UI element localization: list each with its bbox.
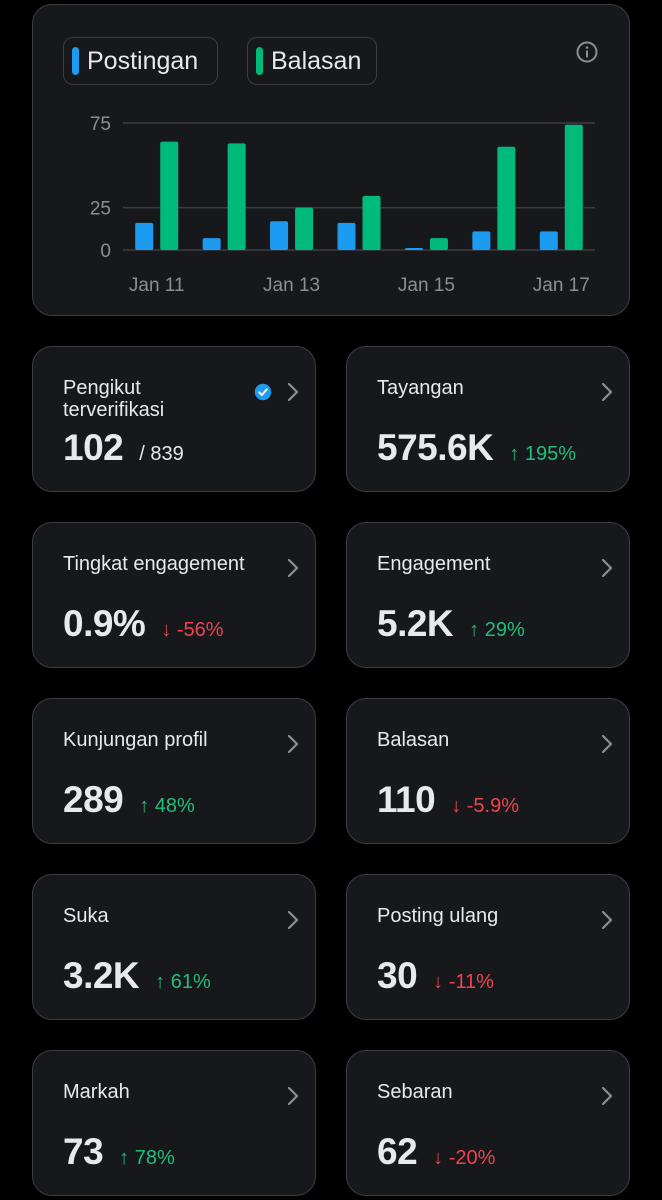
stat-value-row: 5.2K ↑ 29% xyxy=(377,603,525,645)
bar-chart: 0 25 75 Jan 11 Jan 13 Jan 15 Jan 17 xyxy=(90,114,595,296)
stat-value: 0.9% xyxy=(63,603,146,644)
stat-change: ↑ 195% xyxy=(509,443,577,465)
x-tick-label: Jan 17 xyxy=(533,275,590,296)
stat-label: Tingkat engagement xyxy=(63,553,245,575)
stat-card-kunjungan-profil[interactable]: Kunjungan profil 289 ↑ 48% xyxy=(32,698,316,844)
bar-postingan-jan-14[interactable] xyxy=(337,222,356,250)
stat-change: ↑ 29% xyxy=(469,619,525,641)
bar-postingan-jan-13[interactable] xyxy=(270,221,289,250)
stat-value-row: 110 ↓ -5.9% xyxy=(377,779,519,821)
stat-value-row: 3.2K ↑ 61% xyxy=(63,955,211,997)
bar-balasan-jan-12[interactable] xyxy=(227,143,246,250)
stat-card-sebaran[interactable]: Sebaran 62 ↓ -20% xyxy=(346,1050,630,1196)
chevron-right-icon[interactable] xyxy=(285,381,301,403)
stat-value: 289 xyxy=(63,779,124,820)
chevron-right-icon[interactable] xyxy=(285,909,301,931)
y-tick-label: 0 xyxy=(100,241,111,262)
stat-value-row: 575.6K ↑ 195% xyxy=(377,427,576,469)
x-tick-label: Jan 15 xyxy=(398,275,455,296)
chevron-right-icon[interactable] xyxy=(599,733,615,755)
bar-postingan-jan-12[interactable] xyxy=(202,238,221,250)
bar-balasan-jan-15[interactable] xyxy=(429,238,448,250)
bar-balasan-jan-16[interactable] xyxy=(497,146,516,250)
stat-value-row: 73 ↑ 78% xyxy=(63,1131,175,1173)
stat-card-tayangan[interactable]: Tayangan 575.6K ↑ 195% xyxy=(346,346,630,492)
legend-postingan[interactable]: Postingan xyxy=(63,37,218,85)
stat-change: ↓ -11% xyxy=(433,971,494,993)
stat-label: Engagement xyxy=(377,553,491,575)
bar-balasan-jan-14[interactable] xyxy=(362,195,381,250)
bar-postingan-jan-16[interactable] xyxy=(472,231,491,250)
verified-badge-icon xyxy=(254,383,272,401)
stat-value-row: 102 / 839 xyxy=(63,427,184,469)
legend-balasan[interactable]: Balasan xyxy=(247,37,377,85)
stat-label: Kunjungan profil xyxy=(63,729,208,751)
stat-card-posting-ulang[interactable]: Posting ulang 30 ↓ -11% xyxy=(346,874,630,1020)
stat-change: ↑ 78% xyxy=(119,1147,175,1169)
stat-card-tingkat-engagement[interactable]: Tingkat engagement 0.9% ↓ -56% xyxy=(32,522,316,668)
stat-value: 62 xyxy=(377,1131,418,1172)
y-tick-label: 75 xyxy=(90,114,111,135)
stat-label: Pengikut terverifikasi xyxy=(63,377,165,421)
stat-label: Balasan xyxy=(377,729,450,751)
stat-value-row: 30 ↓ -11% xyxy=(377,955,494,997)
stat-change: ↓ -56% xyxy=(161,619,224,641)
x-tick-label: Jan 11 xyxy=(129,275,185,296)
stat-card-engagement[interactable]: Engagement 5.2K ↑ 29% xyxy=(346,522,630,668)
stat-value: 110 xyxy=(377,779,436,820)
chevron-right-icon[interactable] xyxy=(285,1085,301,1107)
legend-balasan-label: Balasan xyxy=(271,46,362,75)
stat-value-row: 62 ↓ -20% xyxy=(377,1131,495,1173)
info-icon[interactable] xyxy=(575,40,599,64)
chevron-right-icon[interactable] xyxy=(599,557,615,579)
bar-postingan-jan-15[interactable] xyxy=(404,248,423,250)
stat-value: 575.6K xyxy=(377,427,494,468)
stat-change: ↓ -20% xyxy=(433,1147,496,1169)
bar-balasan-jan-17[interactable] xyxy=(564,124,583,250)
stat-card-pengikut-terverifikasi[interactable]: Pengikut terverifikasi 102 / 839 xyxy=(32,346,316,492)
stat-label: Posting ulang xyxy=(377,905,499,927)
stat-label: Sebaran xyxy=(377,1081,453,1103)
y-tick-label: 25 xyxy=(90,199,111,220)
legend-postingan-swatch xyxy=(72,47,79,75)
chevron-right-icon[interactable] xyxy=(285,557,301,579)
stat-value-row: 0.9% ↓ -56% xyxy=(63,603,224,645)
stat-change: ↑ 48% xyxy=(139,795,195,817)
bar-balasan-jan-13[interactable] xyxy=(295,207,314,250)
stat-value: 30 xyxy=(377,955,418,996)
chevron-right-icon[interactable] xyxy=(285,733,301,755)
chevron-right-icon[interactable] xyxy=(599,1085,615,1107)
bar-postingan-jan-11[interactable] xyxy=(135,222,154,250)
x-tick-label: Jan 13 xyxy=(263,275,320,296)
chevron-right-icon[interactable] xyxy=(599,909,615,931)
stat-value-row: 289 ↑ 48% xyxy=(63,779,195,821)
stat-label: Suka xyxy=(63,905,109,927)
stat-value: 102 xyxy=(63,427,124,468)
stat-total: / 839 xyxy=(139,443,184,465)
legend-balasan-swatch xyxy=(256,47,263,75)
stat-card-balasan[interactable]: Balasan 110 ↓ -5.9% xyxy=(346,698,630,844)
stat-card-markah[interactable]: Markah 73 ↑ 78% xyxy=(32,1050,316,1196)
bar-balasan-jan-11[interactable] xyxy=(160,141,179,250)
stat-change: ↑ 61% xyxy=(155,971,211,993)
stat-value: 5.2K xyxy=(377,603,454,644)
stat-change: ↓ -5.9% xyxy=(451,795,520,817)
stat-card-suka[interactable]: Suka 3.2K ↑ 61% xyxy=(32,874,316,1020)
bar-postingan-jan-17[interactable] xyxy=(539,231,558,250)
legend-postingan-label: Postingan xyxy=(87,46,199,75)
stat-label: Tayangan xyxy=(377,377,464,399)
stat-label: Markah xyxy=(63,1081,130,1103)
stat-value: 73 xyxy=(63,1131,104,1172)
stat-value: 3.2K xyxy=(63,955,140,996)
analytics-chart-card: Postingan Balasan 0 25 75 Jan 11 Jan 13 Jan 1… xyxy=(32,4,630,316)
chevron-right-icon[interactable] xyxy=(599,381,615,403)
